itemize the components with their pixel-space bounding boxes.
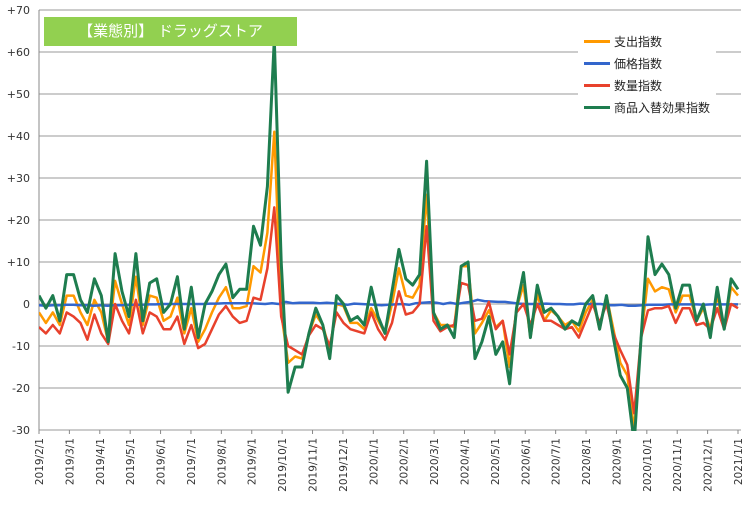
- x-tick-label: 2019/7/1: [186, 438, 198, 485]
- y-tick-label: +20: [7, 214, 30, 227]
- legend-label: 商品入替効果指数: [614, 100, 711, 115]
- y-tick-label: -20: [12, 382, 30, 395]
- x-tick-label: 2020/5/1: [490, 438, 502, 485]
- chart-title: 【業態別】 ドラッグストア: [44, 17, 297, 46]
- x-tick-label: 2019/8/1: [216, 438, 228, 485]
- x-tick-label: 2019/4/1: [95, 438, 107, 485]
- y-axis: +70 +60 +50 +40 +30 +20 +10 0 -10 -20 -30: [7, 4, 40, 437]
- x-tick-label: 2019/11/1: [308, 438, 320, 492]
- y-tick-label: +60: [7, 46, 30, 59]
- x-tick-label: 2020/6/1: [520, 438, 532, 485]
- y-tick-label: +40: [7, 130, 30, 143]
- y-tick-label: +50: [7, 88, 30, 101]
- y-tick-label: +30: [7, 172, 30, 185]
- legend-swatch: [584, 105, 610, 109]
- y-tick-label: -10: [12, 340, 30, 353]
- x-tick-label: 2020/8/1: [581, 438, 593, 485]
- y-tick-label: 0: [23, 298, 30, 311]
- x-tick-label: 2020/10/1: [642, 438, 654, 492]
- x-tick-label: 2020/7/1: [551, 438, 563, 485]
- y-tick-label: +10: [7, 256, 30, 269]
- x-tick-label: 2020/12/1: [703, 438, 715, 492]
- series-lines: [39, 37, 740, 431]
- x-tick-label: 2019/2/1: [34, 438, 46, 485]
- x-tick-label: 2020/2/1: [399, 438, 411, 485]
- legend-swatch: [584, 83, 610, 87]
- y-tick-label: -30: [12, 424, 30, 437]
- series-line-0: [39, 130, 739, 431]
- x-tick-label: 2019/6/1: [156, 438, 168, 485]
- legend-label: 数量指数: [614, 78, 663, 93]
- legend-item-product-replacement: 商品入替効果指数: [584, 97, 710, 117]
- x-tick-label: 2020/11/1: [672, 438, 684, 492]
- legend-swatch: [584, 61, 610, 65]
- legend-item-quantity: 数量指数: [584, 75, 662, 95]
- x-tick-label: 2019/12/1: [338, 438, 350, 492]
- x-tick-label: 2021/1/1: [733, 438, 742, 485]
- legend-item-price: 価格指数: [584, 53, 662, 73]
- series-line-2: [39, 206, 739, 415]
- x-tick-label: 2020/9/1: [611, 438, 623, 485]
- x-tick-label: 2019/10/1: [277, 438, 289, 492]
- legend-item-spending: 支出指数: [584, 31, 662, 51]
- gridlines: [39, 9, 741, 431]
- legend-label: 支出指数: [614, 34, 663, 49]
- legend: 支出指数 価格指数 数量指数 商品入替効果指数: [578, 28, 716, 118]
- x-tick-label: 2019/9/1: [247, 438, 259, 485]
- x-axis: 2019/2/1 2019/3/1 2019/4/1 2019/5/1 2019/6/1…: [34, 430, 742, 492]
- x-tick-label: 2019/3/1: [64, 438, 76, 485]
- x-tick-label: 2019/5/1: [125, 438, 137, 485]
- legend-swatch: [584, 39, 610, 43]
- x-tick-label: 2020/4/1: [459, 438, 471, 485]
- legend-label: 価格指数: [614, 56, 663, 71]
- series-line-3: [39, 37, 740, 431]
- y-tick-label: +70: [7, 4, 30, 17]
- x-tick-label: 2020/3/1: [429, 438, 441, 485]
- x-tick-label: 2020/1/1: [368, 438, 380, 485]
